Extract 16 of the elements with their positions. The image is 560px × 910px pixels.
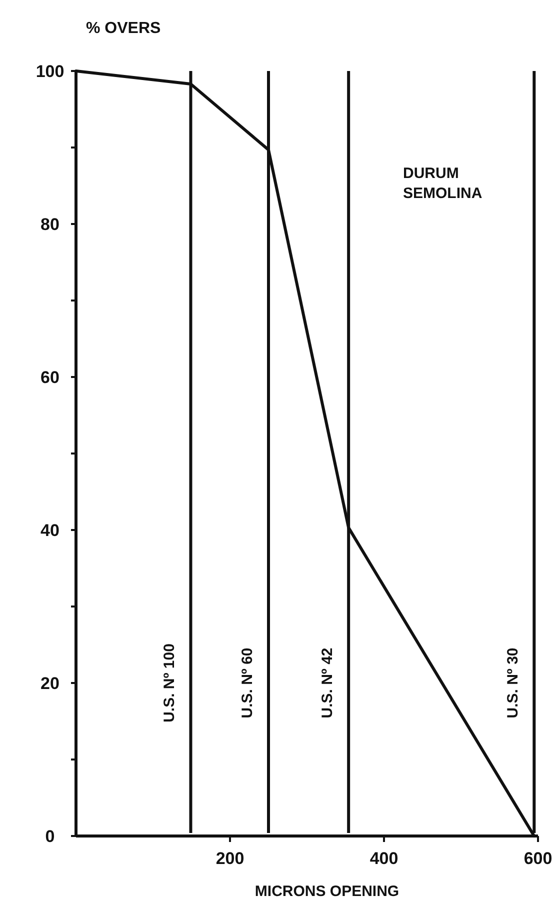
x-tick-label: 200	[216, 849, 244, 868]
y-tick-label: 40	[40, 520, 60, 540]
y-axis-title: % OVERS	[86, 20, 162, 37]
x-tick-label: 400	[370, 849, 398, 868]
y-tick-label: 0	[45, 826, 55, 846]
x-axis-title: MICRONS OPENING	[254, 883, 400, 900]
y-tick-label: 60	[40, 368, 60, 387]
y-tick-label: 80	[40, 214, 60, 234]
y-tick-label: 20	[40, 674, 60, 693]
x-tick-label: 600	[524, 849, 552, 868]
y-tick-label: 100	[36, 62, 64, 81]
annotation: DURUM SEMOLINA	[403, 165, 482, 202]
ref-line-label: U.S. Nº 42	[318, 648, 336, 718]
ref-line-label: U.S. Nº 100	[160, 644, 178, 722]
ref-line-label: U.S. Nº 30	[504, 648, 522, 718]
ref-line-label: U.S. Nº 60	[238, 648, 256, 718]
